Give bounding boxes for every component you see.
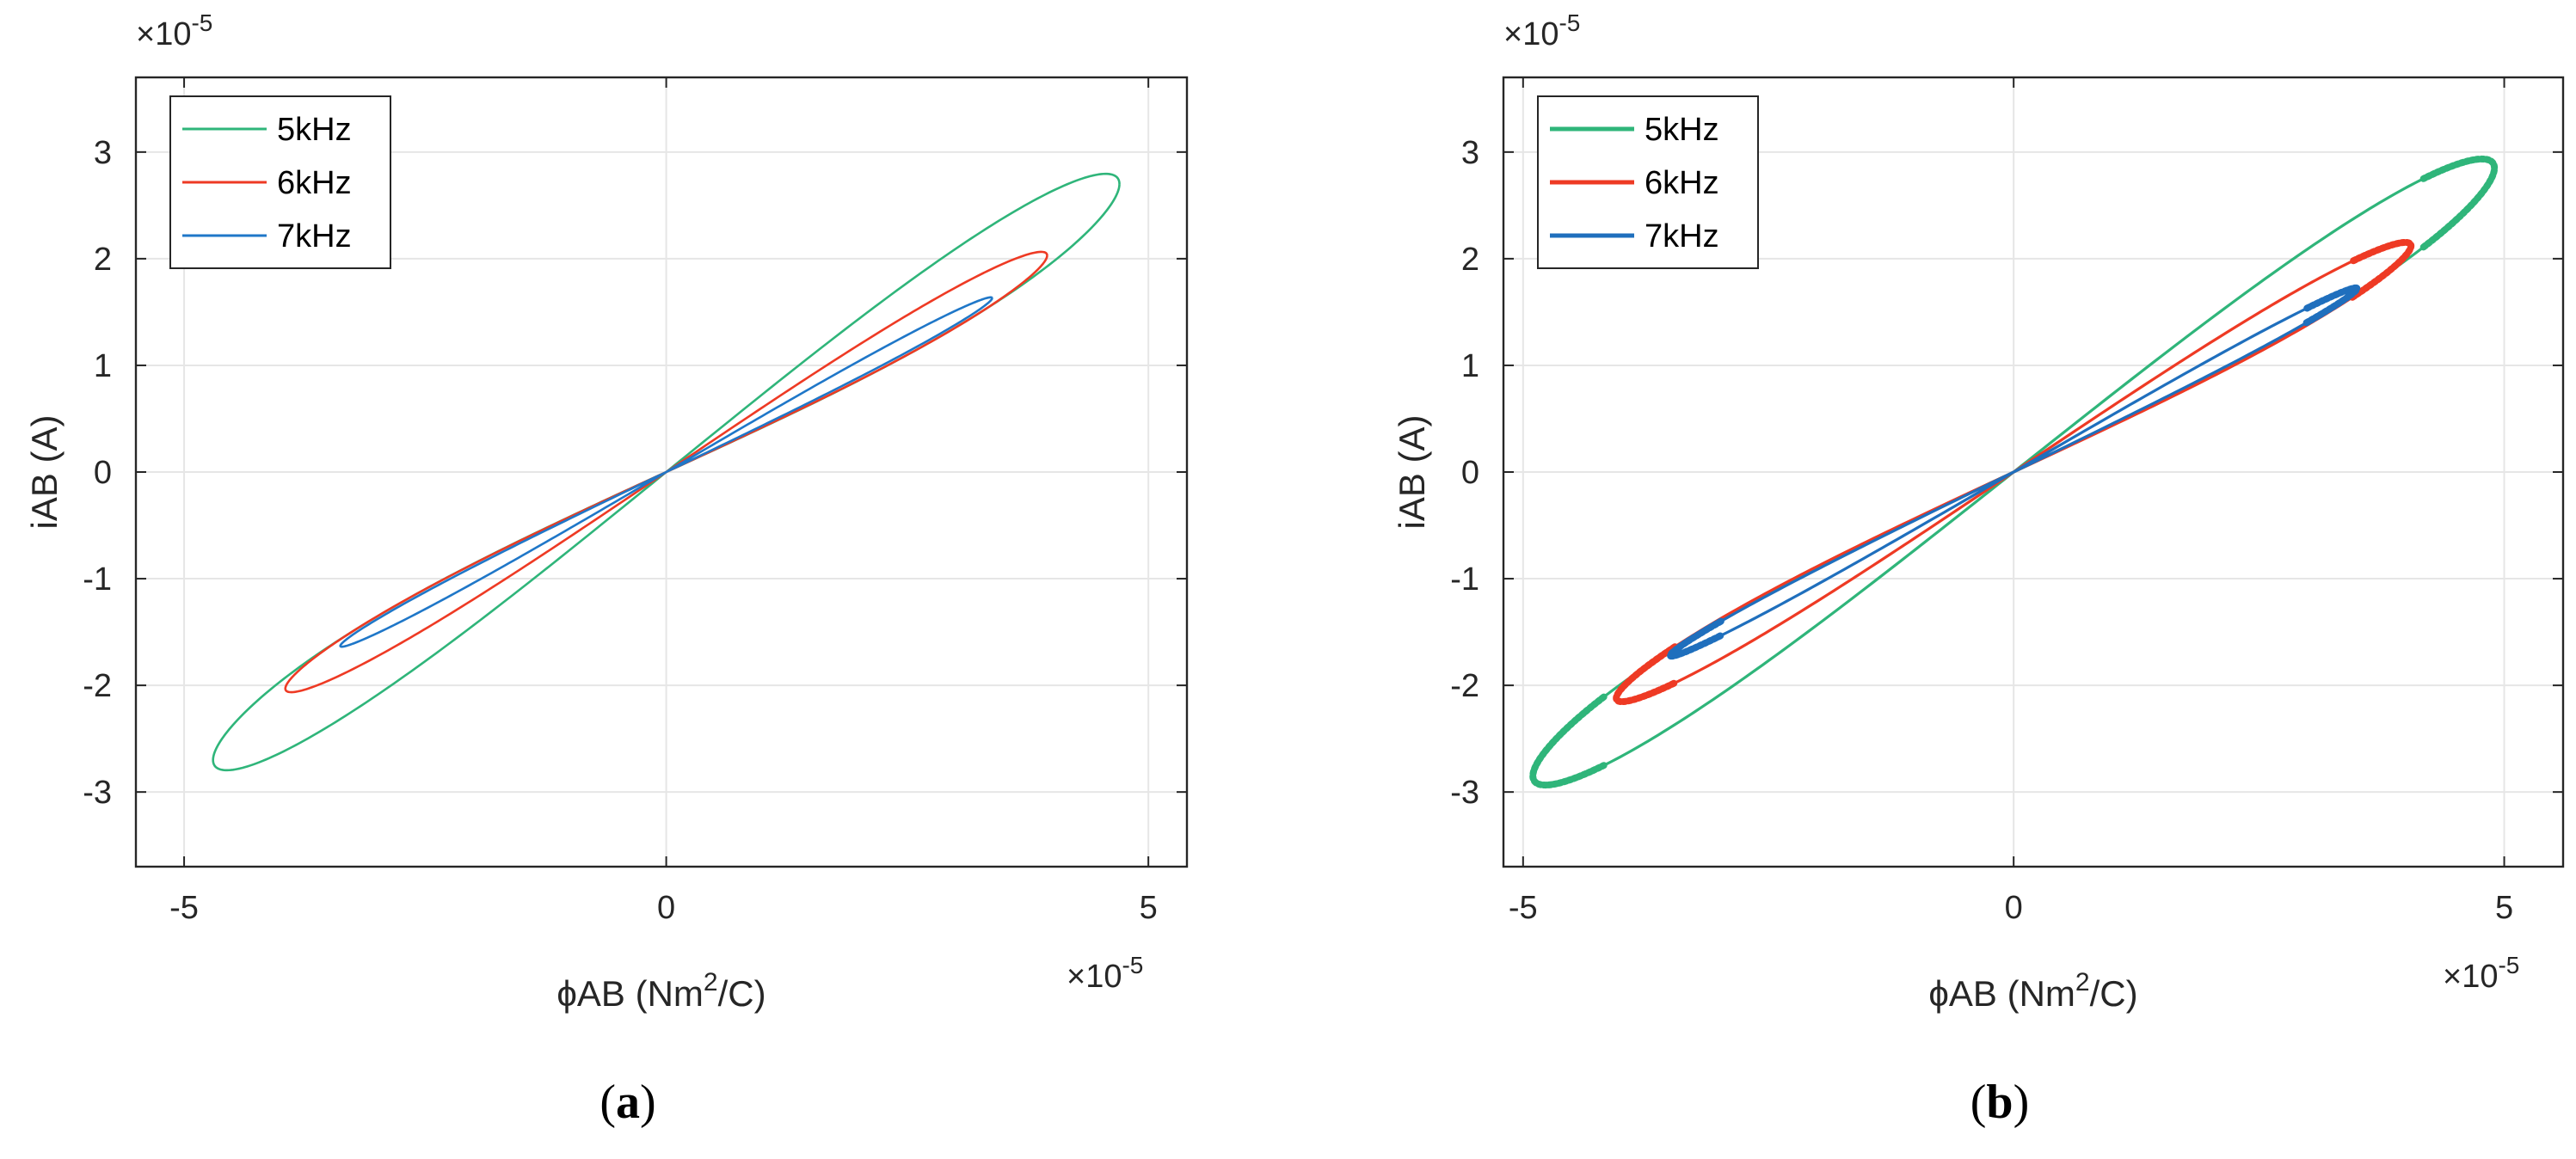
x-tick-label: 0 [657,890,675,926]
legend-label-6khz: 6kHz [1645,165,1719,201]
series-markers-5khz [2419,155,2499,251]
y-tick-label: 2 [1461,242,1479,278]
legend-label-5khz: 5kHz [1645,112,1719,148]
y-tick-label: -3 [1450,775,1479,811]
y-tick-label: 1 [1461,348,1479,384]
legend-label-7khz: 7kHz [1645,218,1719,254]
y-tick-label: 0 [1461,455,1479,491]
legend: 5kHz 6kHz 7kHz [1537,95,1759,269]
series-line-6khz [284,250,1048,694]
panel-a: -5 0 5 -3 -2 -1 0 1 2 3 ×10-5 ×10-5 ϕAB (Nm2/C) iAB (… [24,9,1189,1129]
series-markers-6khz [2349,238,2415,301]
y-axis-label: iAB (A) [1392,414,1432,529]
x-tick-label: 0 [2005,890,2023,926]
y-tick-label: 0 [94,455,112,491]
panel-caption: (b) [1970,1076,2029,1129]
y-tick-label: 3 [1461,135,1479,171]
x-tick-label: -5 [169,890,199,926]
legend-label-7khz: 7kHz [277,218,352,254]
legend-label-5khz: 5kHz [277,112,352,148]
series-line-7khz [339,296,993,648]
y-tick-label: 3 [94,135,112,171]
panel-caption: (a) [599,1076,655,1129]
y-tick-label: -1 [83,561,112,598]
legend-label-6khz: 6kHz [277,165,352,201]
series-group [1529,155,2499,789]
y-tick-label: -1 [1450,561,1479,598]
y-axis-label: iAB (A) [24,414,65,529]
legend: 5kHz 6kHz 7kHz [169,95,391,269]
y-tick-label: -2 [1450,668,1479,704]
y-tick-label: -3 [83,775,112,811]
series-markers-7khz [2302,284,2361,327]
series-group [212,172,1121,772]
y-tick-label: 2 [94,242,112,278]
x-tick-label: 5 [2495,890,2513,926]
y-tick-label: 1 [94,348,112,384]
x-tick-label: -5 [1509,890,1538,926]
y-exponent-label: ×10-5 [136,9,212,52]
y-exponent-label: ×10-5 [1503,9,1580,52]
series-markers-7khz [1666,617,1725,660]
y-tick-label: -2 [83,668,112,704]
x-axis-label: ϕAB (Nm2/C) [1928,968,2137,1014]
x-exponent-label: ×10-5 [1067,952,1143,995]
x-axis-label: ϕAB (Nm2/C) [556,968,765,1014]
x-tick-label: 5 [1140,890,1158,926]
panel-b: -5 0 5 -3 -2 -1 0 1 2 3 ×10-5 ×10-5 ϕAB (Nm2/C) iAB (… [1392,9,2565,1129]
x-exponent-label: ×10-5 [2443,952,2519,995]
series-markers-6khz [1613,643,1679,706]
series-markers-5khz [1529,693,1608,789]
